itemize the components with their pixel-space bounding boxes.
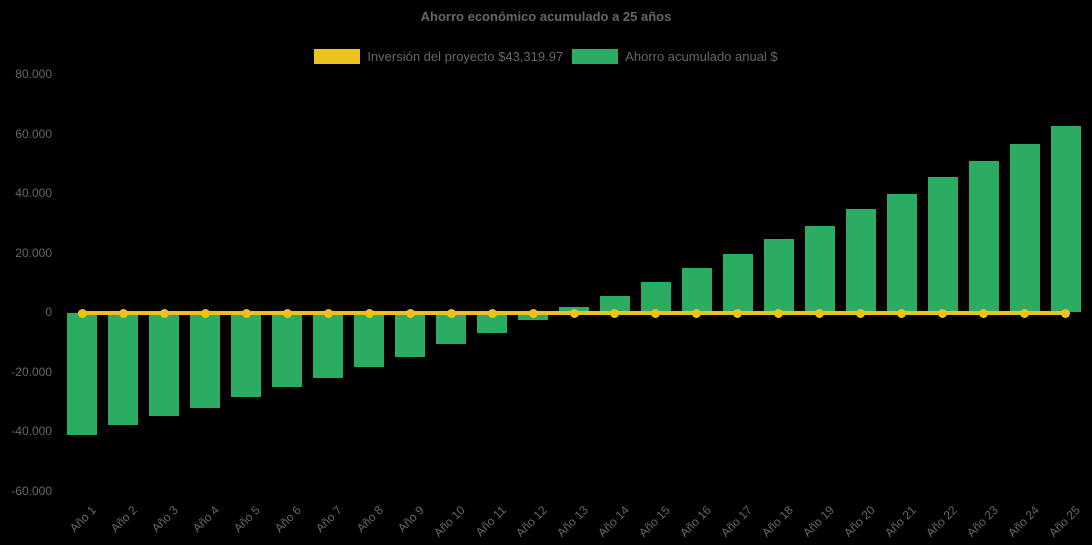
bar-ano-10[interactable] xyxy=(436,312,467,345)
bar-ano-11[interactable] xyxy=(477,312,508,333)
investment-line-point xyxy=(651,308,661,318)
x-axis-label: Año 21 xyxy=(881,503,919,540)
x-axis-label: Año 15 xyxy=(636,503,673,540)
investment-line-point xyxy=(815,308,825,318)
chart-legend: Inversión del proyecto $43,319.97 Ahorro… xyxy=(0,49,1092,64)
bar-ano-4[interactable] xyxy=(190,312,221,408)
investment-line-point xyxy=(733,308,743,318)
y-axis-label: -40.000 xyxy=(11,424,52,438)
x-axis-label: Año 6 xyxy=(272,503,305,536)
x-axis-label: Año 13 xyxy=(554,503,591,540)
bar-ano-17[interactable] xyxy=(722,253,753,313)
investment-line-point xyxy=(610,308,620,318)
investment-line-point xyxy=(200,308,210,318)
x-axis-label: Año 17 xyxy=(717,503,755,540)
investment-line-point xyxy=(282,308,292,318)
investment-line-point xyxy=(446,308,456,318)
x-axis-label: Año 19 xyxy=(799,503,837,540)
bar-ano-15[interactable] xyxy=(640,281,671,313)
x-axis-label: Año 25 xyxy=(1045,503,1083,540)
bar-ano-5[interactable] xyxy=(231,312,262,397)
investment-line-point xyxy=(979,308,989,318)
legend-item-ahorro[interactable]: Ahorro acumulado anual $ xyxy=(572,49,778,64)
x-axis-label: Año 3 xyxy=(149,503,182,536)
investment-line-point xyxy=(1020,308,1030,318)
x-axis-label: Año 18 xyxy=(758,503,796,540)
investment-line-point xyxy=(323,308,333,318)
investment-line-point xyxy=(856,308,866,318)
y-axis-label: -20.000 xyxy=(11,364,52,379)
investment-line-point xyxy=(569,308,579,318)
y-axis-label: 40.000 xyxy=(15,186,52,200)
x-axis-label: Año 9 xyxy=(394,503,428,536)
y-axis-label: 80.000 xyxy=(15,67,52,81)
investment-line-point xyxy=(364,308,374,318)
x-axis-label: Año 7 xyxy=(313,503,346,536)
legend-label-inversion: Inversión del proyecto $43,319.97 xyxy=(367,49,564,64)
x-axis-label: Año 20 xyxy=(840,503,878,540)
x-axis-label: Año 11 xyxy=(472,503,509,540)
bar-ano-21[interactable] xyxy=(886,194,917,313)
bar-ano-8[interactable] xyxy=(354,312,385,367)
bar-ano-3[interactable] xyxy=(149,312,180,416)
bar-ano-23[interactable] xyxy=(968,161,999,313)
investment-line-point xyxy=(774,308,784,318)
bar-ano-2[interactable] xyxy=(108,312,139,425)
bar-ano-22[interactable] xyxy=(927,177,958,313)
investment-line-point xyxy=(241,308,251,318)
y-axis-label: 0 xyxy=(45,305,52,319)
x-axis-label: Año 2 xyxy=(108,503,141,536)
bar-ano-18[interactable] xyxy=(763,239,794,313)
bar-ano-7[interactable] xyxy=(313,312,344,378)
bar-ano-16[interactable] xyxy=(681,267,712,313)
x-axis-label: Año 10 xyxy=(431,503,469,540)
legend-swatch-ahorro xyxy=(572,49,619,64)
y-axis-label: 20.000 xyxy=(15,245,52,260)
investment-line-point xyxy=(159,308,169,318)
investment-line-point xyxy=(77,308,87,318)
legend-label-ahorro: Ahorro acumulado anual $ xyxy=(625,49,778,64)
x-axis-label: Año 12 xyxy=(513,503,550,540)
x-axis-label: Año 24 xyxy=(1004,503,1042,540)
x-axis-label: Año 16 xyxy=(676,503,714,540)
investment-line-point xyxy=(405,308,415,318)
x-axis-label: Año 14 xyxy=(595,503,632,540)
bar-ano-6[interactable] xyxy=(272,312,303,388)
investment-line-point xyxy=(1061,308,1071,318)
bar-ano-1[interactable] xyxy=(67,312,98,436)
legend-item-inversion[interactable]: Inversión del proyecto $43,319.97 xyxy=(314,49,563,64)
bar-ano-25[interactable] xyxy=(1050,125,1081,313)
bar-ano-9[interactable] xyxy=(395,312,426,357)
x-axis-label: Año 22 xyxy=(922,503,960,540)
investment-line-point xyxy=(938,308,948,318)
legend-swatch-inversion xyxy=(314,49,361,64)
investment-line-point xyxy=(692,308,702,318)
y-axis-label: 60.000 xyxy=(15,126,52,141)
bar-ano-24[interactable] xyxy=(1009,143,1040,313)
chart-title: Ahorro económico acumulado a 25 años xyxy=(420,9,672,24)
investment-line-point xyxy=(118,308,128,318)
bar-ano-20[interactable] xyxy=(845,209,876,313)
investment-line-point xyxy=(528,308,538,318)
x-axis-label: Año 4 xyxy=(190,503,223,536)
bar-ano-14[interactable] xyxy=(599,295,630,313)
x-axis-label: Año 1 xyxy=(67,503,100,536)
investment-line-point xyxy=(487,308,497,318)
x-axis-label: Año 5 xyxy=(231,503,264,536)
x-axis-label: Año 23 xyxy=(963,503,1001,540)
bar-ano-19[interactable] xyxy=(804,225,835,313)
x-axis-label: Año 8 xyxy=(354,503,387,536)
investment-line-point xyxy=(897,308,907,318)
y-axis-label: -60.000 xyxy=(11,483,52,498)
